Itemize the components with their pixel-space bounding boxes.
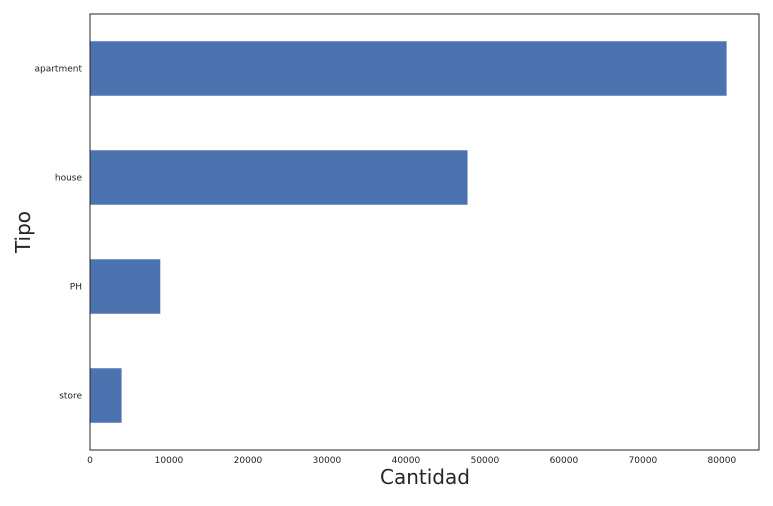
bar-house bbox=[90, 150, 468, 205]
bars-layer bbox=[90, 41, 727, 423]
x-tick-label-0: 0 bbox=[87, 456, 93, 466]
x-tick-label-30000: 30000 bbox=[313, 456, 342, 466]
bar-ph bbox=[90, 259, 161, 314]
y-tick-label-ph: PH bbox=[70, 283, 82, 293]
plot-frame bbox=[89, 13, 760, 451]
y-axis-title: Tipo bbox=[11, 211, 35, 254]
x-tick-label-50000: 50000 bbox=[471, 456, 500, 466]
y-tick-label-store: store bbox=[59, 392, 82, 402]
x-tick-label-60000: 60000 bbox=[550, 456, 579, 466]
y-tick-label-apartment: apartment bbox=[34, 65, 82, 75]
bar-store bbox=[90, 368, 122, 423]
y-axis-ticks: apartment house PH store bbox=[34, 65, 82, 402]
x-axis-ticks: 0 10000 20000 30000 40000 50000 60000 70000 8000… bbox=[87, 456, 736, 466]
x-tick-label-70000: 70000 bbox=[629, 456, 658, 466]
x-tick-label-10000: 10000 bbox=[155, 456, 184, 466]
bar-apartment bbox=[90, 41, 727, 96]
x-tick-label-80000: 80000 bbox=[708, 456, 737, 466]
x-axis-title: Cantidad bbox=[380, 465, 470, 489]
x-tick-label-20000: 20000 bbox=[234, 456, 263, 466]
x-tick-label-40000: 40000 bbox=[392, 456, 421, 466]
y-tick-label-house: house bbox=[55, 174, 83, 184]
